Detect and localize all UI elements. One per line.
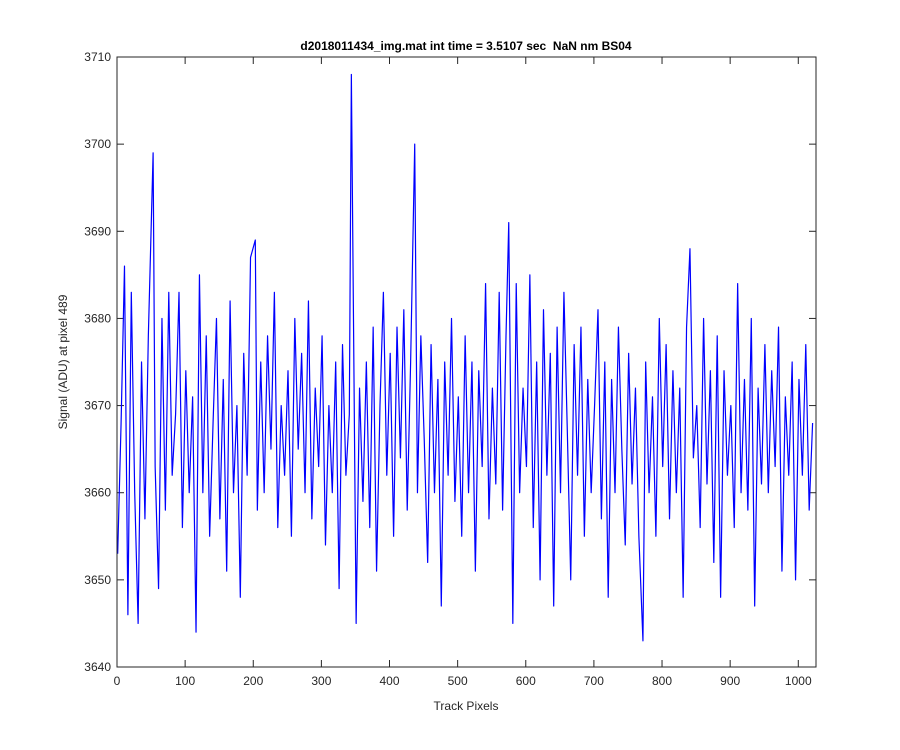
y-tick-label: 3700 bbox=[84, 137, 111, 151]
y-tick-label: 3660 bbox=[84, 486, 111, 500]
x-axis-label: Track Pixels bbox=[434, 699, 499, 713]
data-line bbox=[117, 73, 814, 642]
y-tick-label: 3690 bbox=[84, 224, 111, 238]
y-tick-label: 3680 bbox=[84, 311, 111, 325]
chart-title: d2018011434_img.mat int time = 3.5107 se… bbox=[300, 39, 632, 53]
x-tick-label: 300 bbox=[311, 674, 331, 688]
plot-area bbox=[117, 57, 816, 667]
x-tick-label: 100 bbox=[175, 674, 195, 688]
y-tick-label: 3670 bbox=[84, 399, 111, 413]
x-tick-label: 200 bbox=[243, 674, 263, 688]
x-tick-label: 700 bbox=[584, 674, 604, 688]
x-tick-label: 800 bbox=[652, 674, 672, 688]
y-axis-label: Signal (ADU) at pixel 489 bbox=[56, 294, 70, 429]
x-tick-label: 600 bbox=[516, 674, 536, 688]
x-tick-label: 500 bbox=[448, 674, 468, 688]
x-tick-label: 1000 bbox=[785, 674, 812, 688]
x-tick-label: 400 bbox=[379, 674, 399, 688]
y-tick-label: 3650 bbox=[84, 573, 111, 587]
axes-box bbox=[116, 56, 817, 668]
y-tick-label: 3640 bbox=[84, 660, 111, 674]
x-tick-label: 0 bbox=[114, 674, 121, 688]
x-tick-label: 900 bbox=[720, 674, 740, 688]
y-tick-label: 3710 bbox=[84, 50, 111, 64]
